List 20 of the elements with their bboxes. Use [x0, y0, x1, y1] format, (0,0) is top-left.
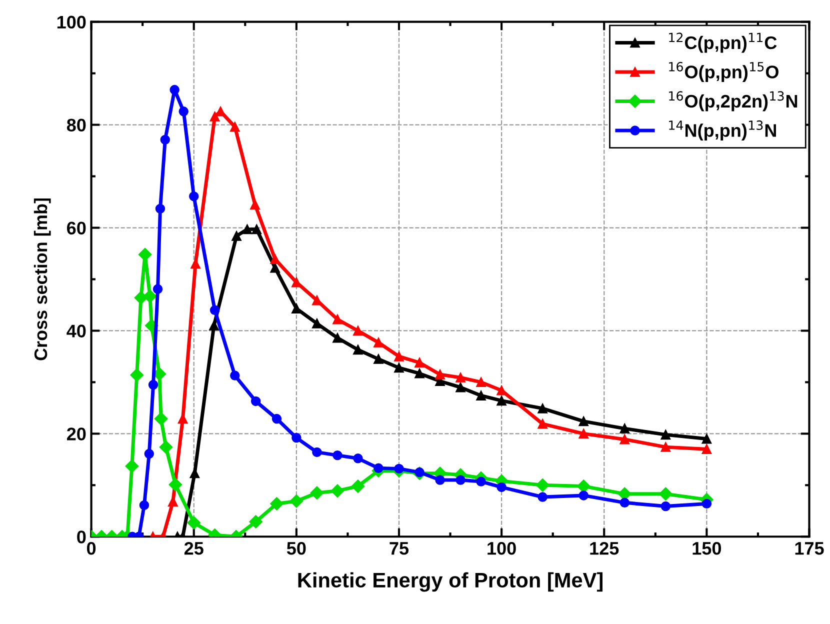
- legend-label: $^{16}$O(p,pn)$^{15}$O: [669, 62, 778, 82]
- legend-label: $^{16}$O(p,2p2n)$^{13}$N: [669, 91, 798, 112]
- x-axis-title: Kinetic Energy of Proton [MeV]: [298, 572, 602, 592]
- y-tick-label: 80: [66, 118, 86, 132]
- legend-label: $^{12}$C(p,pn)$^{11}$C: [669, 32, 777, 53]
- x-tick-label: 100: [488, 542, 516, 555]
- x-tick-label: 25: [184, 542, 204, 555]
- y-tick-label: 100: [57, 16, 86, 29]
- x-tick-label: 150: [692, 542, 722, 555]
- y-tick-label: 40: [66, 324, 86, 338]
- x-tick-label: 175: [795, 542, 824, 555]
- legend-label: $^{14}$N(p,pn)$^{13}$N: [669, 120, 776, 140]
- x-tick-label: 50: [286, 542, 306, 555]
- y-tick-label: 0: [77, 530, 86, 544]
- x-tick-label: 75: [390, 542, 409, 555]
- y-axis-title: Cross section [mb]: [34, 198, 51, 360]
- x-tick-label: 125: [590, 542, 619, 555]
- y-tick-label: 60: [67, 222, 86, 234]
- x-tick-label: 0: [86, 542, 96, 555]
- y-tick-label: 20: [66, 428, 86, 440]
